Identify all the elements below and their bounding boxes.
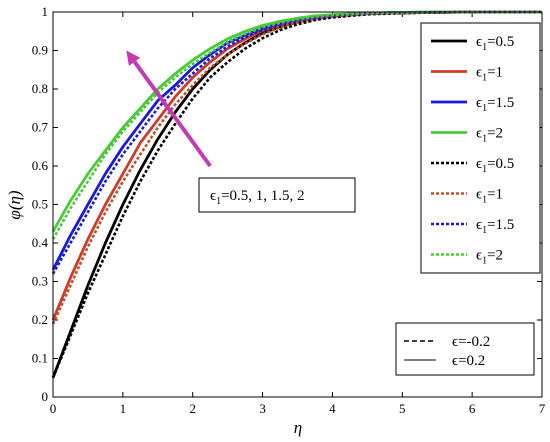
legend-label: ϵ1=0.5 xyxy=(476,156,514,175)
annotation-text: ϵ1=0.5, 1, 1.5, 2 xyxy=(210,188,305,207)
y-axis-label: φ(η) xyxy=(5,190,24,219)
x-axis-label: η xyxy=(294,418,302,437)
y-tick-label: 0.5 xyxy=(32,197,48,212)
style-legend-box xyxy=(395,322,535,376)
y-tick-label: 0.1 xyxy=(32,351,48,366)
y-tick-label: 0.2 xyxy=(32,312,48,327)
y-tick-label: 1 xyxy=(42,4,49,19)
plot-frame xyxy=(52,11,543,398)
series-legend: ϵ1=0.5 ϵ1=1 ϵ1=1.5 ϵ1=2 ϵ1=0.5 ϵ1=1 ϵ1=1.5 ϵ1=2 xyxy=(420,22,541,274)
y-tick-label: 0.3 xyxy=(32,274,48,289)
x-tick-label: 4 xyxy=(329,401,336,416)
series-line-6 xyxy=(51,10,542,325)
y-tick-label: 0.9 xyxy=(32,43,48,58)
x-tick-label: 1 xyxy=(120,401,127,416)
x-tick-label: 5 xyxy=(399,401,406,416)
legend-label: ϵ1=2 xyxy=(476,248,503,267)
legend-label: ϵ1=1 xyxy=(476,65,503,84)
annotation-box xyxy=(198,177,356,213)
legend-label: ϵ1=2 xyxy=(476,126,503,145)
legend-label: ϵ1=0.5 xyxy=(476,34,514,53)
legend-label: ϵ1=1.5 xyxy=(476,95,514,114)
annotation-arrow-head xyxy=(126,50,141,66)
style-legend: ϵ=-0.2 ϵ=0.2 xyxy=(395,322,535,376)
y-tick-label: 0.4 xyxy=(32,235,49,250)
x-tick-label: 0 xyxy=(50,401,57,416)
x-tick-label: 7 xyxy=(539,401,546,416)
y-tick-label: 0.6 xyxy=(32,158,49,173)
x-tick-label: 6 xyxy=(469,401,476,416)
y-ticks: 0 0.1 0.2 0.3 0.4 0.5 0.6 0.7 0.8 0.9 1 xyxy=(32,4,542,404)
style-legend-label: ϵ=0.2 xyxy=(452,353,485,369)
style-legend-label: ϵ=-0.2 xyxy=(452,334,490,350)
legend-box xyxy=(420,22,541,274)
y-tick-label: 0 xyxy=(42,389,49,404)
legend-label: ϵ1=1.5 xyxy=(476,217,514,236)
y-tick-label: 0.8 xyxy=(32,81,48,96)
x-tick-label: 2 xyxy=(189,401,196,416)
annotation-arrow-shaft xyxy=(132,60,212,168)
x-tick-label: 3 xyxy=(259,401,266,416)
legend-label: ϵ1=1 xyxy=(476,187,503,206)
y-tick-label: 0.7 xyxy=(32,120,49,135)
annotation: ϵ1=0.5, 1, 1.5, 2 xyxy=(126,50,356,213)
